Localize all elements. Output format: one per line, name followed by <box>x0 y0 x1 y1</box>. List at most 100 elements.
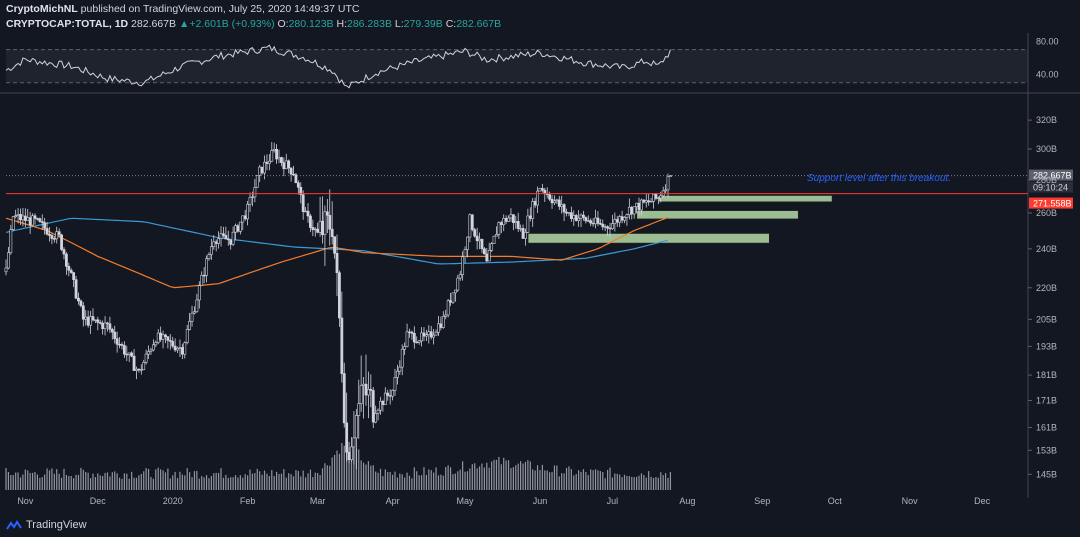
volume-bar <box>326 465 328 490</box>
volume-bar <box>396 477 399 490</box>
volume-bar <box>271 470 273 490</box>
support-box[interactable] <box>527 232 770 244</box>
volume-bar <box>433 472 435 490</box>
support-box[interactable] <box>657 194 833 203</box>
volume-bar <box>491 461 493 490</box>
rsi-pane <box>0 44 1080 94</box>
volume-bar <box>283 469 285 490</box>
volume-bar <box>92 473 94 490</box>
volume-bar <box>174 471 176 490</box>
volume-bar <box>459 469 461 490</box>
volume-bar <box>333 454 336 490</box>
high-label: H: <box>336 18 347 30</box>
brand-name[interactable]: TradingView <box>26 519 87 531</box>
volume-bar <box>106 472 109 490</box>
volume-bar <box>437 475 440 490</box>
candle-body <box>577 217 581 221</box>
volume-bar <box>486 462 488 490</box>
price-tick-label: 171B <box>1036 396 1057 406</box>
support-box[interactable] <box>636 209 799 220</box>
candle-body <box>139 369 143 371</box>
volume-bar <box>309 469 312 490</box>
author-name[interactable]: CryptoMichNL <box>6 3 78 15</box>
support-annotation[interactable]: Support level after this breakout. <box>807 173 951 184</box>
candle-body <box>147 351 150 355</box>
price-chart[interactable]: 282.667B 09:10:24 271.558B 320B 300B 280B 260… <box>0 0 1080 511</box>
volume-bar <box>297 471 299 490</box>
volume-bar <box>167 468 169 490</box>
volume-bar <box>234 475 237 490</box>
candle-body <box>420 332 423 342</box>
volume-bar <box>218 472 220 490</box>
candle-body <box>101 322 105 329</box>
candle-body <box>28 217 32 226</box>
candle-body <box>403 346 407 350</box>
symbol-name[interactable]: CRYPTOCAP:TOTAL, 1D <box>6 18 129 30</box>
candle-body <box>272 148 276 151</box>
candle-body <box>55 231 59 240</box>
volume-bar <box>15 472 17 490</box>
candle-body <box>434 331 438 336</box>
candle-body <box>598 223 602 225</box>
support-boxes[interactable] <box>527 194 833 244</box>
volume-bar <box>58 473 60 490</box>
volume-bar <box>22 474 24 490</box>
candle-body <box>352 437 356 448</box>
volume-bar <box>570 469 572 490</box>
volume-bar <box>401 474 403 490</box>
volume-bar <box>524 461 527 490</box>
volume-bar <box>114 471 116 490</box>
volume-bar <box>278 473 280 490</box>
candle-body <box>574 215 578 221</box>
candle-body <box>427 331 431 336</box>
volume-bar <box>614 473 616 490</box>
candle-body <box>313 228 317 231</box>
candle-body <box>33 215 37 219</box>
candle-body <box>335 253 339 274</box>
volume-bars <box>5 441 672 490</box>
horizontal-levels[interactable]: 282.667B 09:10:24 271.558B <box>6 169 1073 209</box>
volume-bar <box>17 472 19 490</box>
volume-bar <box>230 477 232 490</box>
candle-body <box>555 199 559 202</box>
candle-body <box>91 316 95 321</box>
volume-bar <box>534 470 536 490</box>
candle-body <box>125 353 129 356</box>
volume-bar <box>203 477 205 490</box>
candle-body <box>48 233 51 236</box>
volume-bar <box>102 476 104 490</box>
volume-bar <box>399 473 401 490</box>
candle-body <box>453 289 457 294</box>
candle-body <box>393 377 397 391</box>
candle-body <box>468 214 472 238</box>
volume-bar <box>549 472 551 490</box>
volume-bar <box>201 476 203 490</box>
volume-bar <box>512 467 514 490</box>
volume-bar <box>457 471 459 490</box>
volume-bar <box>391 474 394 490</box>
candle-body <box>376 409 380 414</box>
candle-body <box>386 392 390 396</box>
volume-bar <box>578 470 580 490</box>
candle-body <box>408 331 411 333</box>
candle-body <box>289 167 293 175</box>
volume-bar <box>94 477 96 490</box>
candle-body <box>640 199 643 211</box>
volume-bar <box>418 475 420 490</box>
candle-body <box>669 175 672 178</box>
candle-body <box>115 338 119 345</box>
volume-bar <box>669 472 672 490</box>
volume-bar <box>464 471 466 490</box>
volume-bar <box>280 473 283 490</box>
candle-body <box>159 332 163 340</box>
volume-bar <box>580 471 582 490</box>
volume-bar <box>563 473 565 490</box>
candle-body <box>31 215 34 226</box>
volume-bar <box>273 475 275 490</box>
volume-bar <box>536 465 539 490</box>
candle-body <box>415 341 419 344</box>
candle-body <box>569 212 573 219</box>
candle-body <box>538 188 542 192</box>
time-tick-label: Feb <box>240 496 256 506</box>
candle-body <box>309 215 312 228</box>
